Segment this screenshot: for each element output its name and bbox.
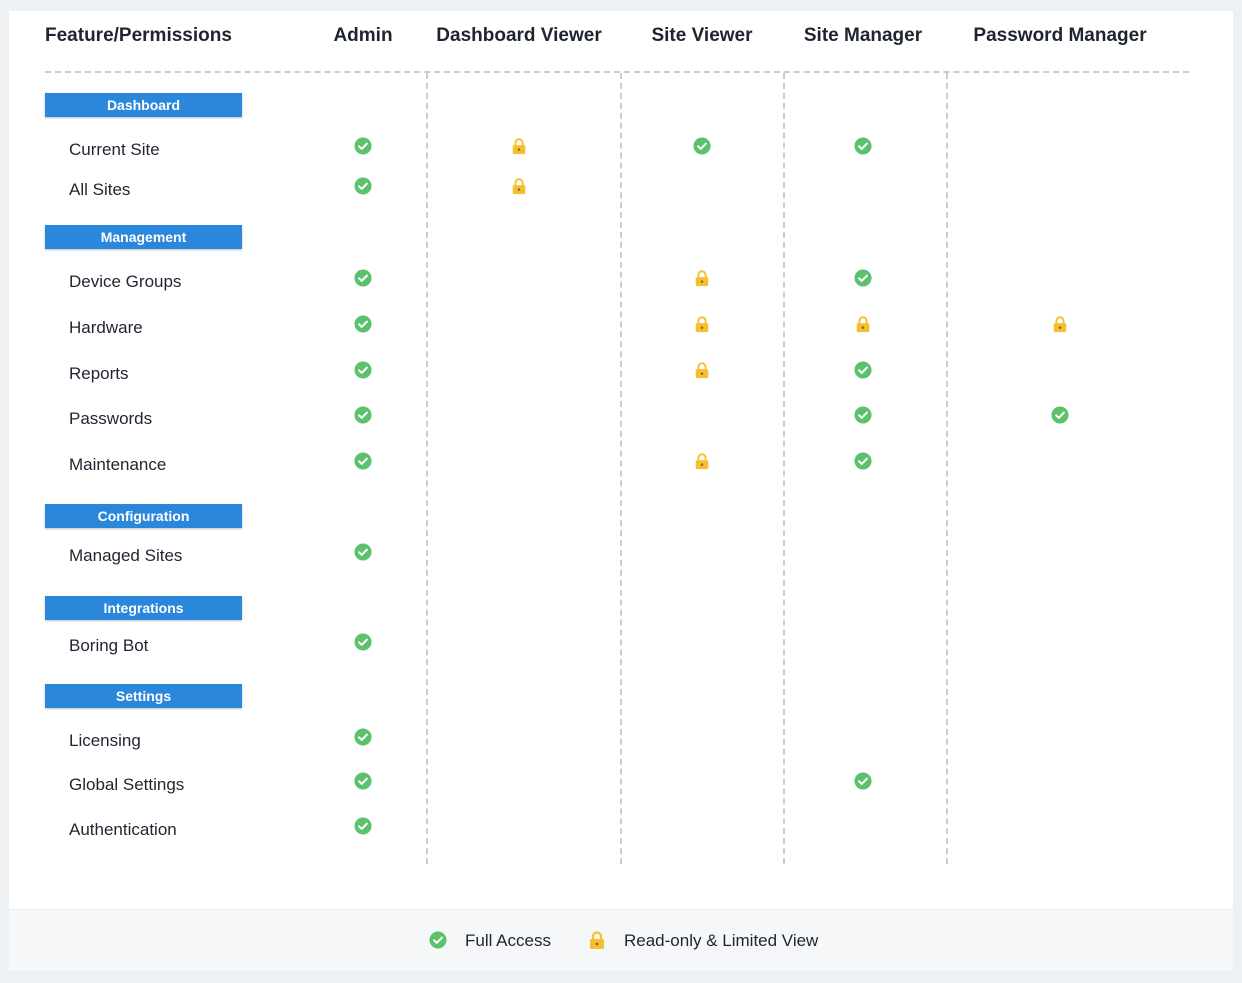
feature-label: Licensing xyxy=(69,731,141,750)
check-circle-icon xyxy=(1051,406,1069,424)
check-circle-icon xyxy=(354,269,372,287)
legend-read-only-label: Read-only & Limited View xyxy=(624,931,819,950)
feature-label: Hardware xyxy=(69,318,143,337)
feature-label: Boring Bot xyxy=(69,636,149,655)
lock-icon xyxy=(1051,315,1069,333)
lock-icon xyxy=(510,177,528,195)
check-circle-icon xyxy=(854,137,872,155)
read-only-legend-icon xyxy=(588,930,606,950)
check-circle-icon xyxy=(354,177,372,195)
feature-label: Global Settings xyxy=(69,775,185,794)
check-circle-icon xyxy=(354,361,372,379)
feature-label: Current Site xyxy=(69,140,160,159)
full-access-legend-icon xyxy=(429,931,447,949)
check-circle-icon xyxy=(693,137,711,155)
role-column-header: Password Manager xyxy=(973,25,1147,46)
role-column-header: Site Manager xyxy=(803,25,923,46)
check-circle-icon xyxy=(354,543,372,561)
check-circle-icon xyxy=(354,728,372,746)
feature-label: Passwords xyxy=(69,409,153,428)
section-badge: Integrations xyxy=(45,596,242,620)
check-circle-icon xyxy=(354,315,372,333)
column-divider xyxy=(426,73,428,864)
check-circle-icon xyxy=(354,452,372,470)
section-badge: Dashboard xyxy=(45,93,242,117)
feature-label: Maintenance xyxy=(69,455,167,474)
legend-full-access-label: Full Access xyxy=(465,931,551,950)
check-circle-icon xyxy=(854,361,872,379)
feature-label: All Sites xyxy=(69,180,131,199)
lock-icon xyxy=(693,315,711,333)
check-circle-icon xyxy=(354,406,372,424)
role-column-header: Admin xyxy=(333,25,393,46)
check-circle-icon xyxy=(854,452,872,470)
check-circle-icon xyxy=(354,137,372,155)
feature-label: Authentication xyxy=(69,820,177,839)
lock-icon xyxy=(693,361,711,379)
legend-bar xyxy=(9,909,1233,971)
feature-label: Reports xyxy=(69,364,129,383)
check-circle-icon xyxy=(854,406,872,424)
column-divider xyxy=(946,73,948,864)
check-circle-icon xyxy=(354,772,372,790)
check-circle-icon xyxy=(854,772,872,790)
column-divider xyxy=(783,73,785,864)
check-circle-icon xyxy=(354,633,372,651)
role-column-header: Site Viewer xyxy=(651,25,753,46)
header-divider xyxy=(45,71,1189,73)
section-badge: Configuration xyxy=(45,504,242,528)
lock-icon xyxy=(693,452,711,470)
section-badge: Settings xyxy=(45,684,242,708)
check-circle-icon xyxy=(854,269,872,287)
lock-icon xyxy=(510,137,528,155)
section-badge: Management xyxy=(45,225,242,249)
feature-label: Device Groups xyxy=(69,272,182,291)
column-divider xyxy=(620,73,622,864)
lock-icon xyxy=(854,315,872,333)
feature-column-header: Feature/Permissions xyxy=(45,25,232,46)
role-column-header: Dashboard Viewer xyxy=(436,25,602,46)
check-circle-icon xyxy=(354,817,372,835)
lock-icon xyxy=(693,269,711,287)
feature-label: Managed Sites xyxy=(69,546,183,565)
